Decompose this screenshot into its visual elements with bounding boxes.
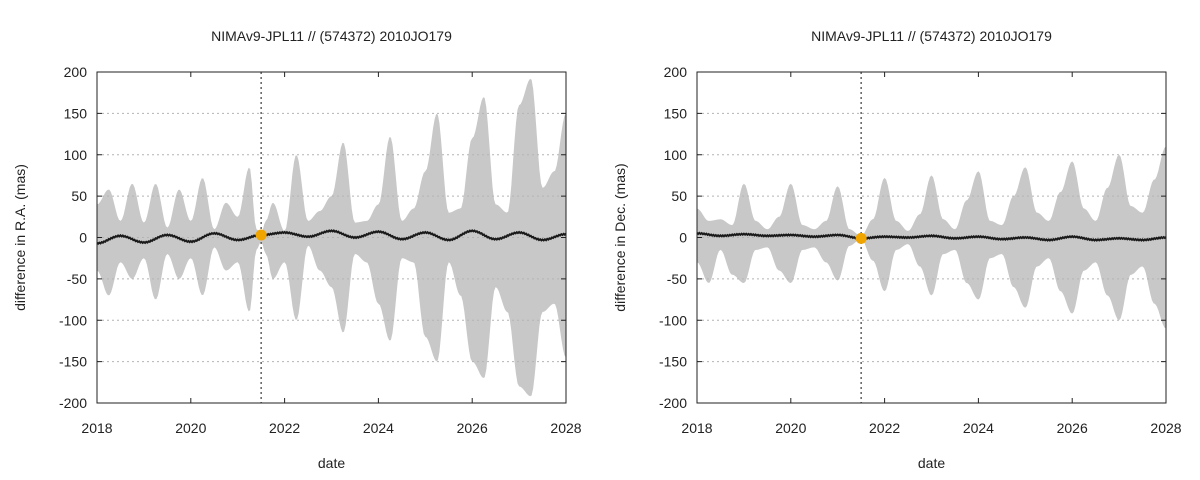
chart-title: NIMAv9-JPL11 // (574372) 2010JO179 [211,28,452,44]
epoch-marker [855,232,867,244]
chart-panel-2: NIMAv9-JPL11 // (574372) 2010JO179 200 150… [612,28,1182,471]
chart-title: NIMAv9-JPL11 // (574372) 2010JO179 [811,28,1052,44]
y-tick-label: -150 [659,354,687,370]
y-axis-label: difference in R.A. (mas) [12,164,28,311]
y-tick-label: -50 [667,271,687,287]
y-tick-label: -50 [67,271,87,287]
y-tick-label: 200 [64,64,88,80]
uncertainty-band [697,146,1166,329]
x-tick-label: 2028 [550,420,581,436]
y-tick-label: 150 [64,105,88,121]
x-tick-label: 2024 [963,420,994,436]
series-line [96,229,567,246]
x-tick-label: 2018 [81,420,112,436]
y-tick-label: 50 [671,188,687,204]
y-tick-label: 200 [664,64,688,80]
x-axis-label: date [918,455,945,471]
x-tick-label: 2024 [363,420,394,436]
x-tick-label: 2018 [681,420,712,436]
y-tick-label: 0 [79,230,87,246]
y-tick-label: 0 [679,230,687,246]
y-tick-label: 100 [664,147,688,163]
x-tick-label: 2026 [1057,420,1088,436]
chart-panel-1: NIMAv9-JPL11 // (574372) 2010JO179 200 150… [12,28,582,471]
x-tick-label: 2022 [269,420,300,436]
y-tick-label: 100 [64,147,88,163]
x-tick-label: 2022 [869,420,900,436]
y-tick-label: -200 [659,395,687,411]
y-tick-label: -100 [59,312,87,328]
y-tick-label: 150 [664,105,688,121]
x-tick-label: 2020 [775,420,806,436]
series-line [696,231,1167,242]
uncertainty-band [97,78,566,397]
y-axis-label: difference in Dec. (mas) [612,163,628,311]
epoch-marker [255,229,267,241]
y-tick-label: 50 [71,188,87,204]
x-tick-label: 2026 [457,420,488,436]
y-tick-label: -100 [659,312,687,328]
x-tick-label: 2020 [175,420,206,436]
y-tick-label: -150 [59,354,87,370]
x-axis-label: date [318,455,345,471]
x-tick-label: 2028 [1150,420,1181,436]
y-tick-label: -200 [59,395,87,411]
